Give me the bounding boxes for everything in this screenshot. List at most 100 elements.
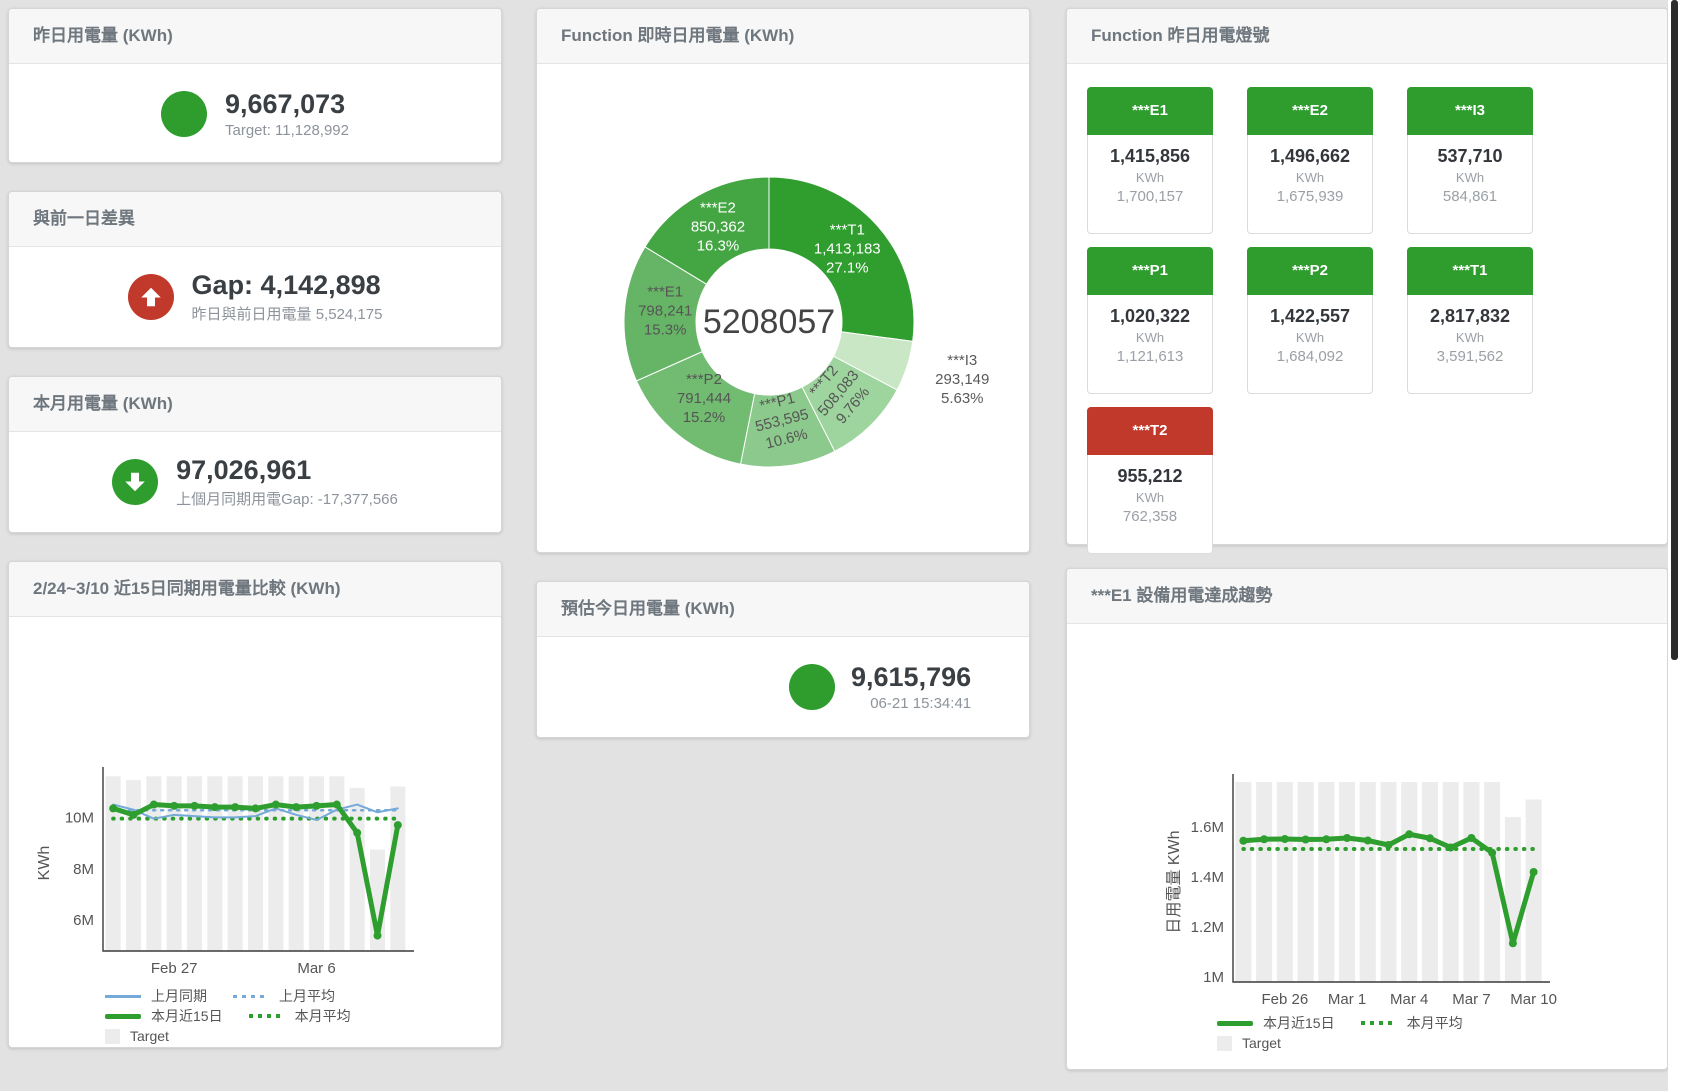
light-tile-unit: KWh bbox=[1135, 490, 1165, 505]
light-tile-header: ***T2 bbox=[1087, 407, 1213, 455]
donut-slice-label: ***E1 798,241 15.3% bbox=[638, 283, 692, 338]
light-tile-header: ***P2 bbox=[1247, 247, 1373, 295]
gap-body: Gap: 4,142,898 昨日與前日用電量 5,524,175 bbox=[9, 247, 501, 347]
card-title: 預估今日用電量 (KWh) bbox=[537, 582, 1029, 637]
donut-slice-label: ***P2 791,444 15.2% bbox=[677, 371, 731, 426]
light-tile-P2[interactable]: ***P2 1,422,557 KWh 1,684,092 bbox=[1247, 247, 1373, 394]
card-realtime-donut: Function 即時日用電量 (KWh) ***T1 1,413,183 27.1… bbox=[536, 8, 1030, 553]
card-title: Function 昨日用電燈號 bbox=[1067, 9, 1667, 64]
light-tile-body: 537,710 KWh 584,861 bbox=[1407, 135, 1533, 234]
e1-trend-chart[interactable]: 1M 1.2M 1.4M 1.6M Feb 26 Mar 1 Mar 4 Mar 7 Mar 1… bbox=[1067, 624, 1669, 1009]
card-yesterday-usage: 昨日用電量 (KWh) 9,667,073 Target: 11,128,992 bbox=[8, 8, 502, 163]
light-tile-value: 1,422,557 bbox=[1269, 306, 1351, 326]
donut-center-total: 5208057 bbox=[703, 303, 835, 341]
legend-item[interactable]: 本月平均 bbox=[1360, 1013, 1463, 1033]
graysq-swatch-icon bbox=[1217, 1035, 1232, 1051]
svg-text:Mar 7: Mar 7 bbox=[1452, 991, 1490, 1008]
card-title: 與前一日差異 bbox=[9, 192, 501, 247]
light-tile-body: 1,496,662 KWh 1,675,939 bbox=[1247, 135, 1373, 234]
light-tile-body: 1,020,322 KWh 1,121,613 bbox=[1087, 295, 1213, 394]
card-yesterday-lights: Function 昨日用電燈號 ***E1 1,415,856 KWh 1,700,1… bbox=[1066, 8, 1668, 554]
light-tile-E1[interactable]: ***E1 1,415,856 KWh 1,700,157 bbox=[1087, 87, 1213, 234]
estimate-body: 9,615,796 06-21 15:34:41 bbox=[537, 637, 1029, 737]
light-tile-E2[interactable]: ***E2 1,496,662 KWh 1,675,939 bbox=[1247, 87, 1373, 234]
legend-item[interactable]: 本月近15日 bbox=[1217, 1013, 1335, 1033]
gap-sub: 昨日與前日用電量 5,524,175 bbox=[191, 306, 383, 324]
light-tile-P1[interactable]: ***P1 1,020,322 KWh 1,121,613 bbox=[1087, 247, 1213, 394]
light-tile-value: 1,020,322 bbox=[1109, 306, 1191, 326]
svg-text:Mar 1: Mar 1 bbox=[1328, 991, 1366, 1008]
light-tile-unit: KWh bbox=[1135, 170, 1165, 185]
green-status-circle-icon bbox=[161, 91, 207, 137]
light-tile-header: ***E1 bbox=[1087, 87, 1213, 135]
legend-item[interactable]: Target bbox=[1217, 1035, 1281, 1051]
card-estimate-today: 預估今日用電量 (KWh) 9,615,796 06-21 15:34:41 bbox=[536, 581, 1030, 738]
donut-slice-label: ***I3 293,149 5.63% bbox=[935, 352, 989, 407]
light-tiles: ***E1 1,415,856 KWh 1,700,157 ***E2 1,496,662… bbox=[1087, 87, 1537, 554]
arrow-up-icon bbox=[127, 274, 174, 320]
card-e1-trend-chart: ***E1 設備用電達成趨勢 1M 1.2M 1.4M 1.6M Feb 26 Mar 1… bbox=[1066, 568, 1668, 1070]
compare15-legend: 上月同期 上月平均 本月近15日 本月平均 Target bbox=[9, 982, 501, 1046]
realtime-usage-donut-chart[interactable]: ***T1 1,413,183 27.1%***I3 293,149 5.63%***T… bbox=[537, 64, 1031, 555]
card-title: ***E1 設備用電達成趨勢 bbox=[1067, 569, 1667, 624]
greenline-swatch-icon bbox=[1217, 1020, 1253, 1026]
light-tile-body: 955,212 KWh 762,358 bbox=[1087, 455, 1213, 554]
light-tile-value: 955,212 bbox=[1117, 466, 1183, 486]
donut-slice-label: ***E2 850,362 16.3% bbox=[691, 199, 745, 254]
light-tile-header: ***E2 bbox=[1247, 87, 1373, 135]
card-title: 本月用電量 (KWh) bbox=[9, 377, 501, 432]
svg-text:Mar 4: Mar 4 bbox=[1390, 991, 1428, 1008]
month-usage-body: 97,026,961 上個月同期用電Gap: -17,377,566 bbox=[9, 432, 501, 532]
legend-item[interactable]: 上月平均 bbox=[233, 986, 335, 1006]
bluedash-swatch-icon bbox=[233, 994, 269, 998]
light-tile-I3[interactable]: ***I3 537,710 KWh 584,861 bbox=[1407, 87, 1533, 234]
estimate-timestamp: 06-21 15:34:41 bbox=[870, 695, 972, 713]
svg-text:1.6M: 1.6M bbox=[1191, 819, 1224, 836]
compare15-chart[interactable]: 6M 8M 10M Feb 27 Mar 6 KWh bbox=[9, 617, 503, 982]
light-tile-target: 1,121,613 bbox=[1116, 348, 1184, 365]
svg-text:KWh: KWh bbox=[36, 846, 53, 881]
legend-item[interactable]: 本月近15日 bbox=[105, 1006, 223, 1026]
light-tile-target: 1,700,157 bbox=[1116, 188, 1184, 205]
blueline-swatch-icon bbox=[105, 994, 141, 998]
greendot-swatch-icon bbox=[248, 1014, 285, 1018]
green-status-circle-icon bbox=[789, 664, 835, 710]
light-tile-target: 584,861 bbox=[1442, 188, 1498, 205]
svg-text:Feb 26: Feb 26 bbox=[1261, 991, 1308, 1008]
light-tile-body: 2,817,832 KWh 3,591,562 bbox=[1407, 295, 1533, 394]
estimate-value: 9,615,796 bbox=[851, 661, 972, 692]
light-tile-target: 3,591,562 bbox=[1436, 348, 1504, 365]
svg-text:10M: 10M bbox=[65, 809, 94, 826]
svg-text:Feb 27: Feb 27 bbox=[151, 960, 198, 977]
card-gap-previous-day: 與前一日差異 Gap: 4,142,898 昨日與前日用電量 5,524,175 bbox=[8, 191, 502, 348]
scrollbar-track[interactable] bbox=[1668, 0, 1681, 1091]
legend-item[interactable]: 上月同期 bbox=[105, 986, 207, 1006]
yesterday-usage-value: 9,667,073 bbox=[225, 88, 346, 119]
yesterday-usage-body: 9,667,073 Target: 11,128,992 bbox=[9, 64, 501, 164]
light-tile-value: 1,496,662 bbox=[1269, 146, 1351, 166]
legend-item[interactable]: 本月平均 bbox=[248, 1006, 351, 1026]
light-tile-body: 1,422,557 KWh 1,684,092 bbox=[1247, 295, 1373, 394]
light-tile-value: 537,710 bbox=[1437, 146, 1503, 166]
light-tile-T1[interactable]: ***T1 2,817,832 KWh 3,591,562 bbox=[1407, 247, 1533, 394]
card-month-usage: 本月用電量 (KWh) 97,026,961 上個月同期用電Gap: -17,3… bbox=[8, 376, 502, 533]
svg-text:Mar 6: Mar 6 bbox=[297, 960, 335, 977]
svg-text:1M: 1M bbox=[1203, 969, 1224, 986]
yesterday-usage-target: Target: 11,128,992 bbox=[225, 122, 349, 140]
greenline-swatch-icon bbox=[105, 1013, 141, 1019]
scrollbar-thumb[interactable] bbox=[1671, 0, 1678, 660]
light-tile-target: 762,358 bbox=[1122, 508, 1178, 525]
e1trend-legend: 本月近15日 本月平均 Target bbox=[1067, 1009, 1667, 1053]
svg-text:1.4M: 1.4M bbox=[1191, 869, 1224, 886]
light-tile-body: 1,415,856 KWh 1,700,157 bbox=[1087, 135, 1213, 234]
greendot-swatch-icon bbox=[1360, 1021, 1397, 1025]
legend-item[interactable]: Target bbox=[105, 1028, 169, 1044]
light-tile-T2[interactable]: ***T2 955,212 KWh 762,358 bbox=[1087, 407, 1213, 554]
gap-value: Gap: 4,142,898 bbox=[191, 269, 381, 300]
light-tile-value: 1,415,856 bbox=[1109, 146, 1191, 166]
light-tile-value: 2,817,832 bbox=[1429, 306, 1511, 326]
light-tile-unit: KWh bbox=[1455, 330, 1485, 345]
month-usage-value: 97,026,961 bbox=[176, 454, 312, 485]
card-title: 2/24~3/10 近15日同期用電量比較 (KWh) bbox=[9, 562, 501, 617]
